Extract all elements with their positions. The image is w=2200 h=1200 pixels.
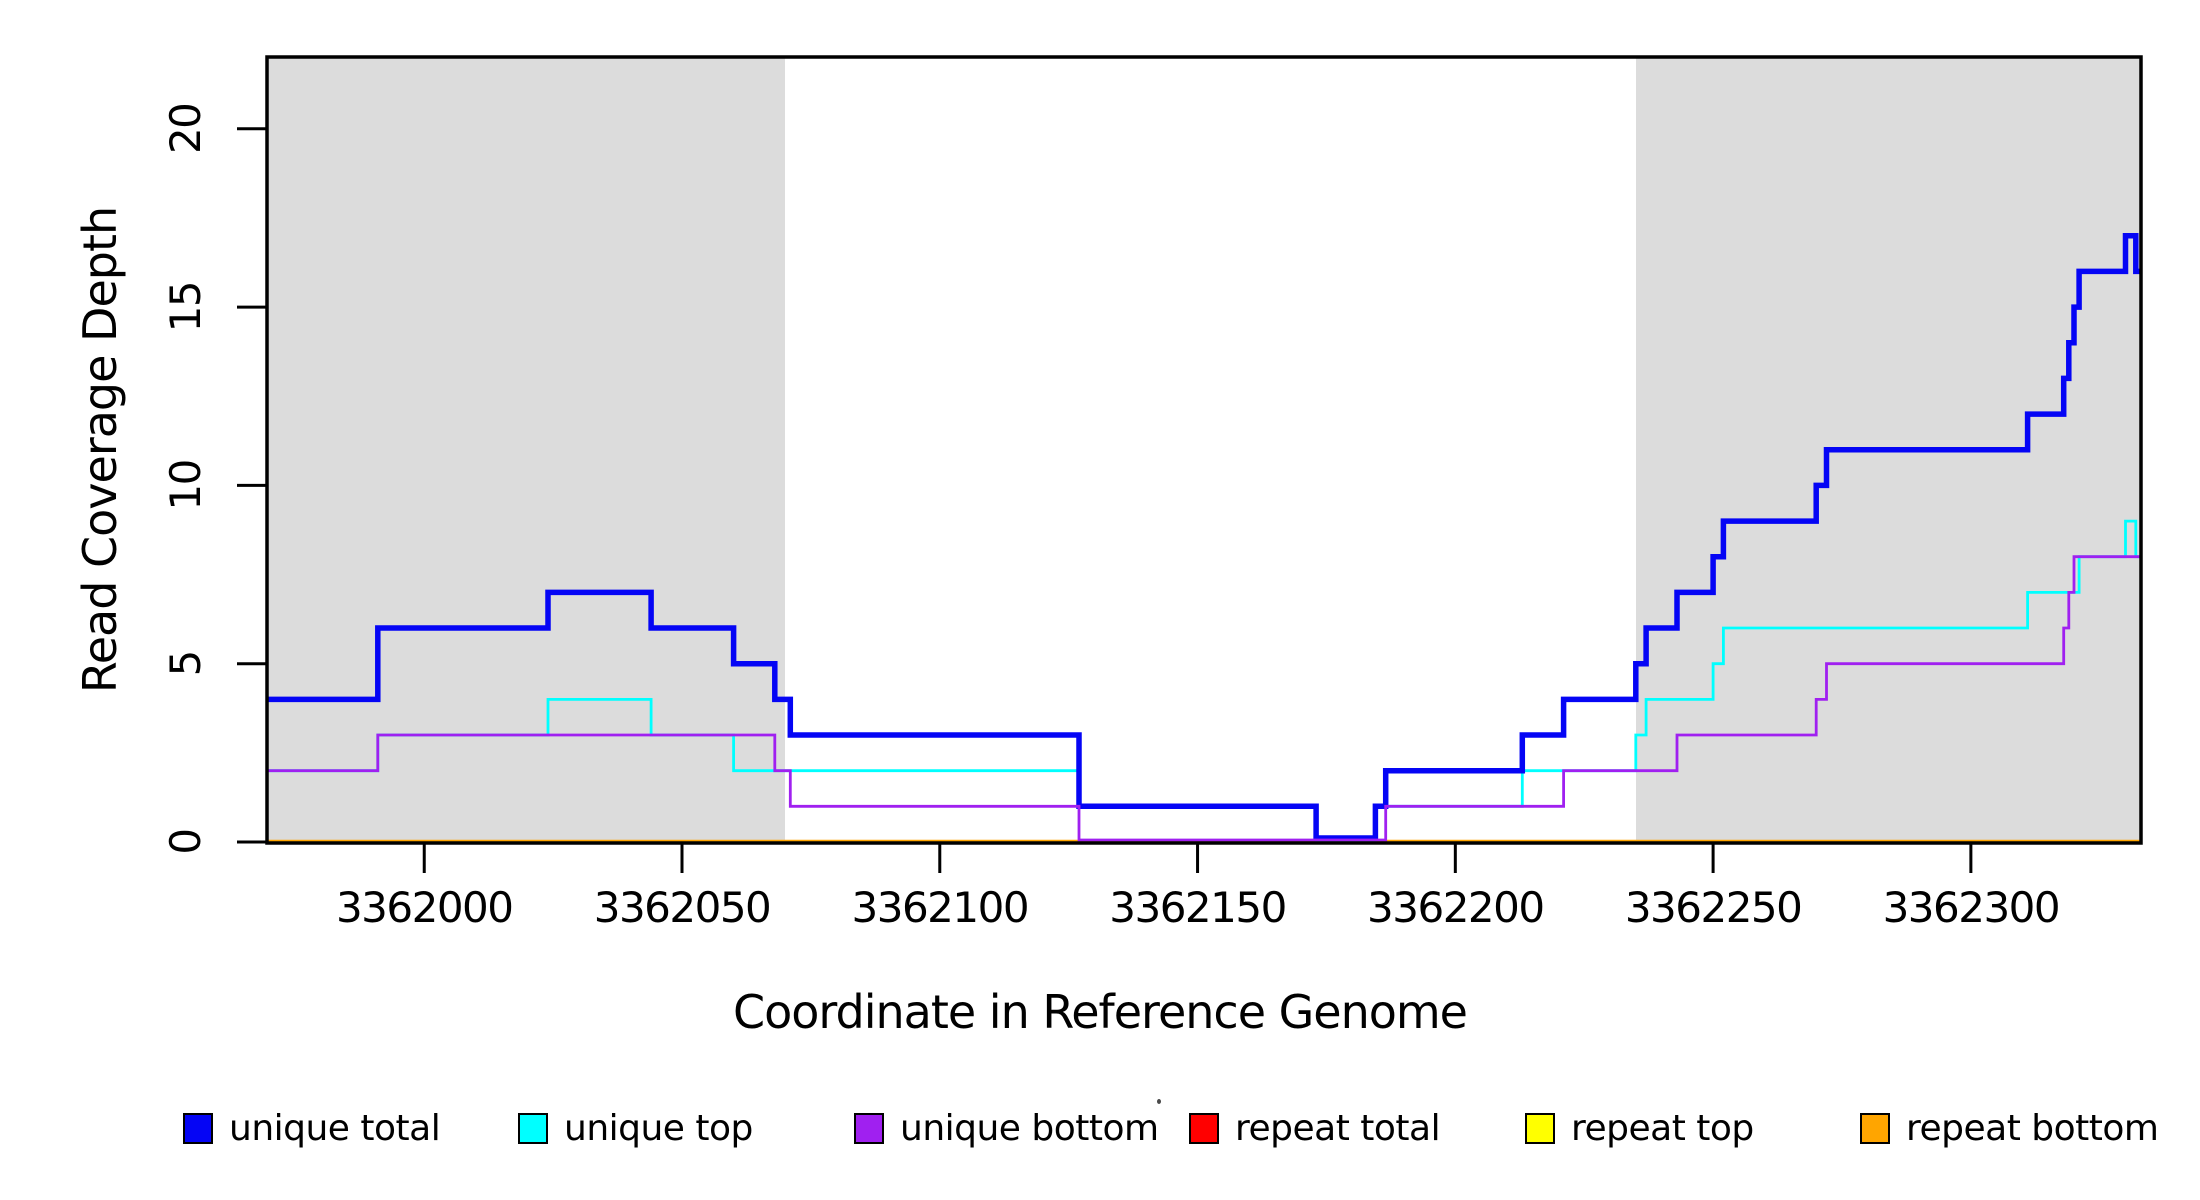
x-tick-label: 3362150: [1109, 883, 1286, 932]
x-tick-label: 3362300: [1883, 883, 2060, 932]
y-tick-label: 0: [161, 829, 210, 854]
x-tick-label: 3362100: [852, 883, 1029, 932]
plot-frame: [265, 55, 2143, 845]
series-unique-bottom: [267, 555, 2141, 842]
legend-artifact-dot: [1157, 1099, 1161, 1104]
x-tick-label: 3362200: [1367, 883, 1544, 932]
series-unique-total: [267, 233, 2141, 841]
shaded-region-repeat-flank-left: [267, 57, 786, 843]
y-tick-label: 15: [161, 282, 210, 332]
x-tick-label: 3362250: [1625, 883, 1802, 932]
y-tick-label: 5: [161, 651, 210, 676]
x-tick-label: 3362000: [336, 883, 513, 932]
x-axis-title: Coordinate in Reference Genome: [733, 985, 1468, 1039]
y-axis-title: Read Coverage Depth: [73, 206, 127, 694]
y-tick-label: 20: [161, 104, 210, 154]
y-tick-label: 10: [161, 460, 210, 510]
x-tick-label: 3362050: [594, 883, 771, 932]
